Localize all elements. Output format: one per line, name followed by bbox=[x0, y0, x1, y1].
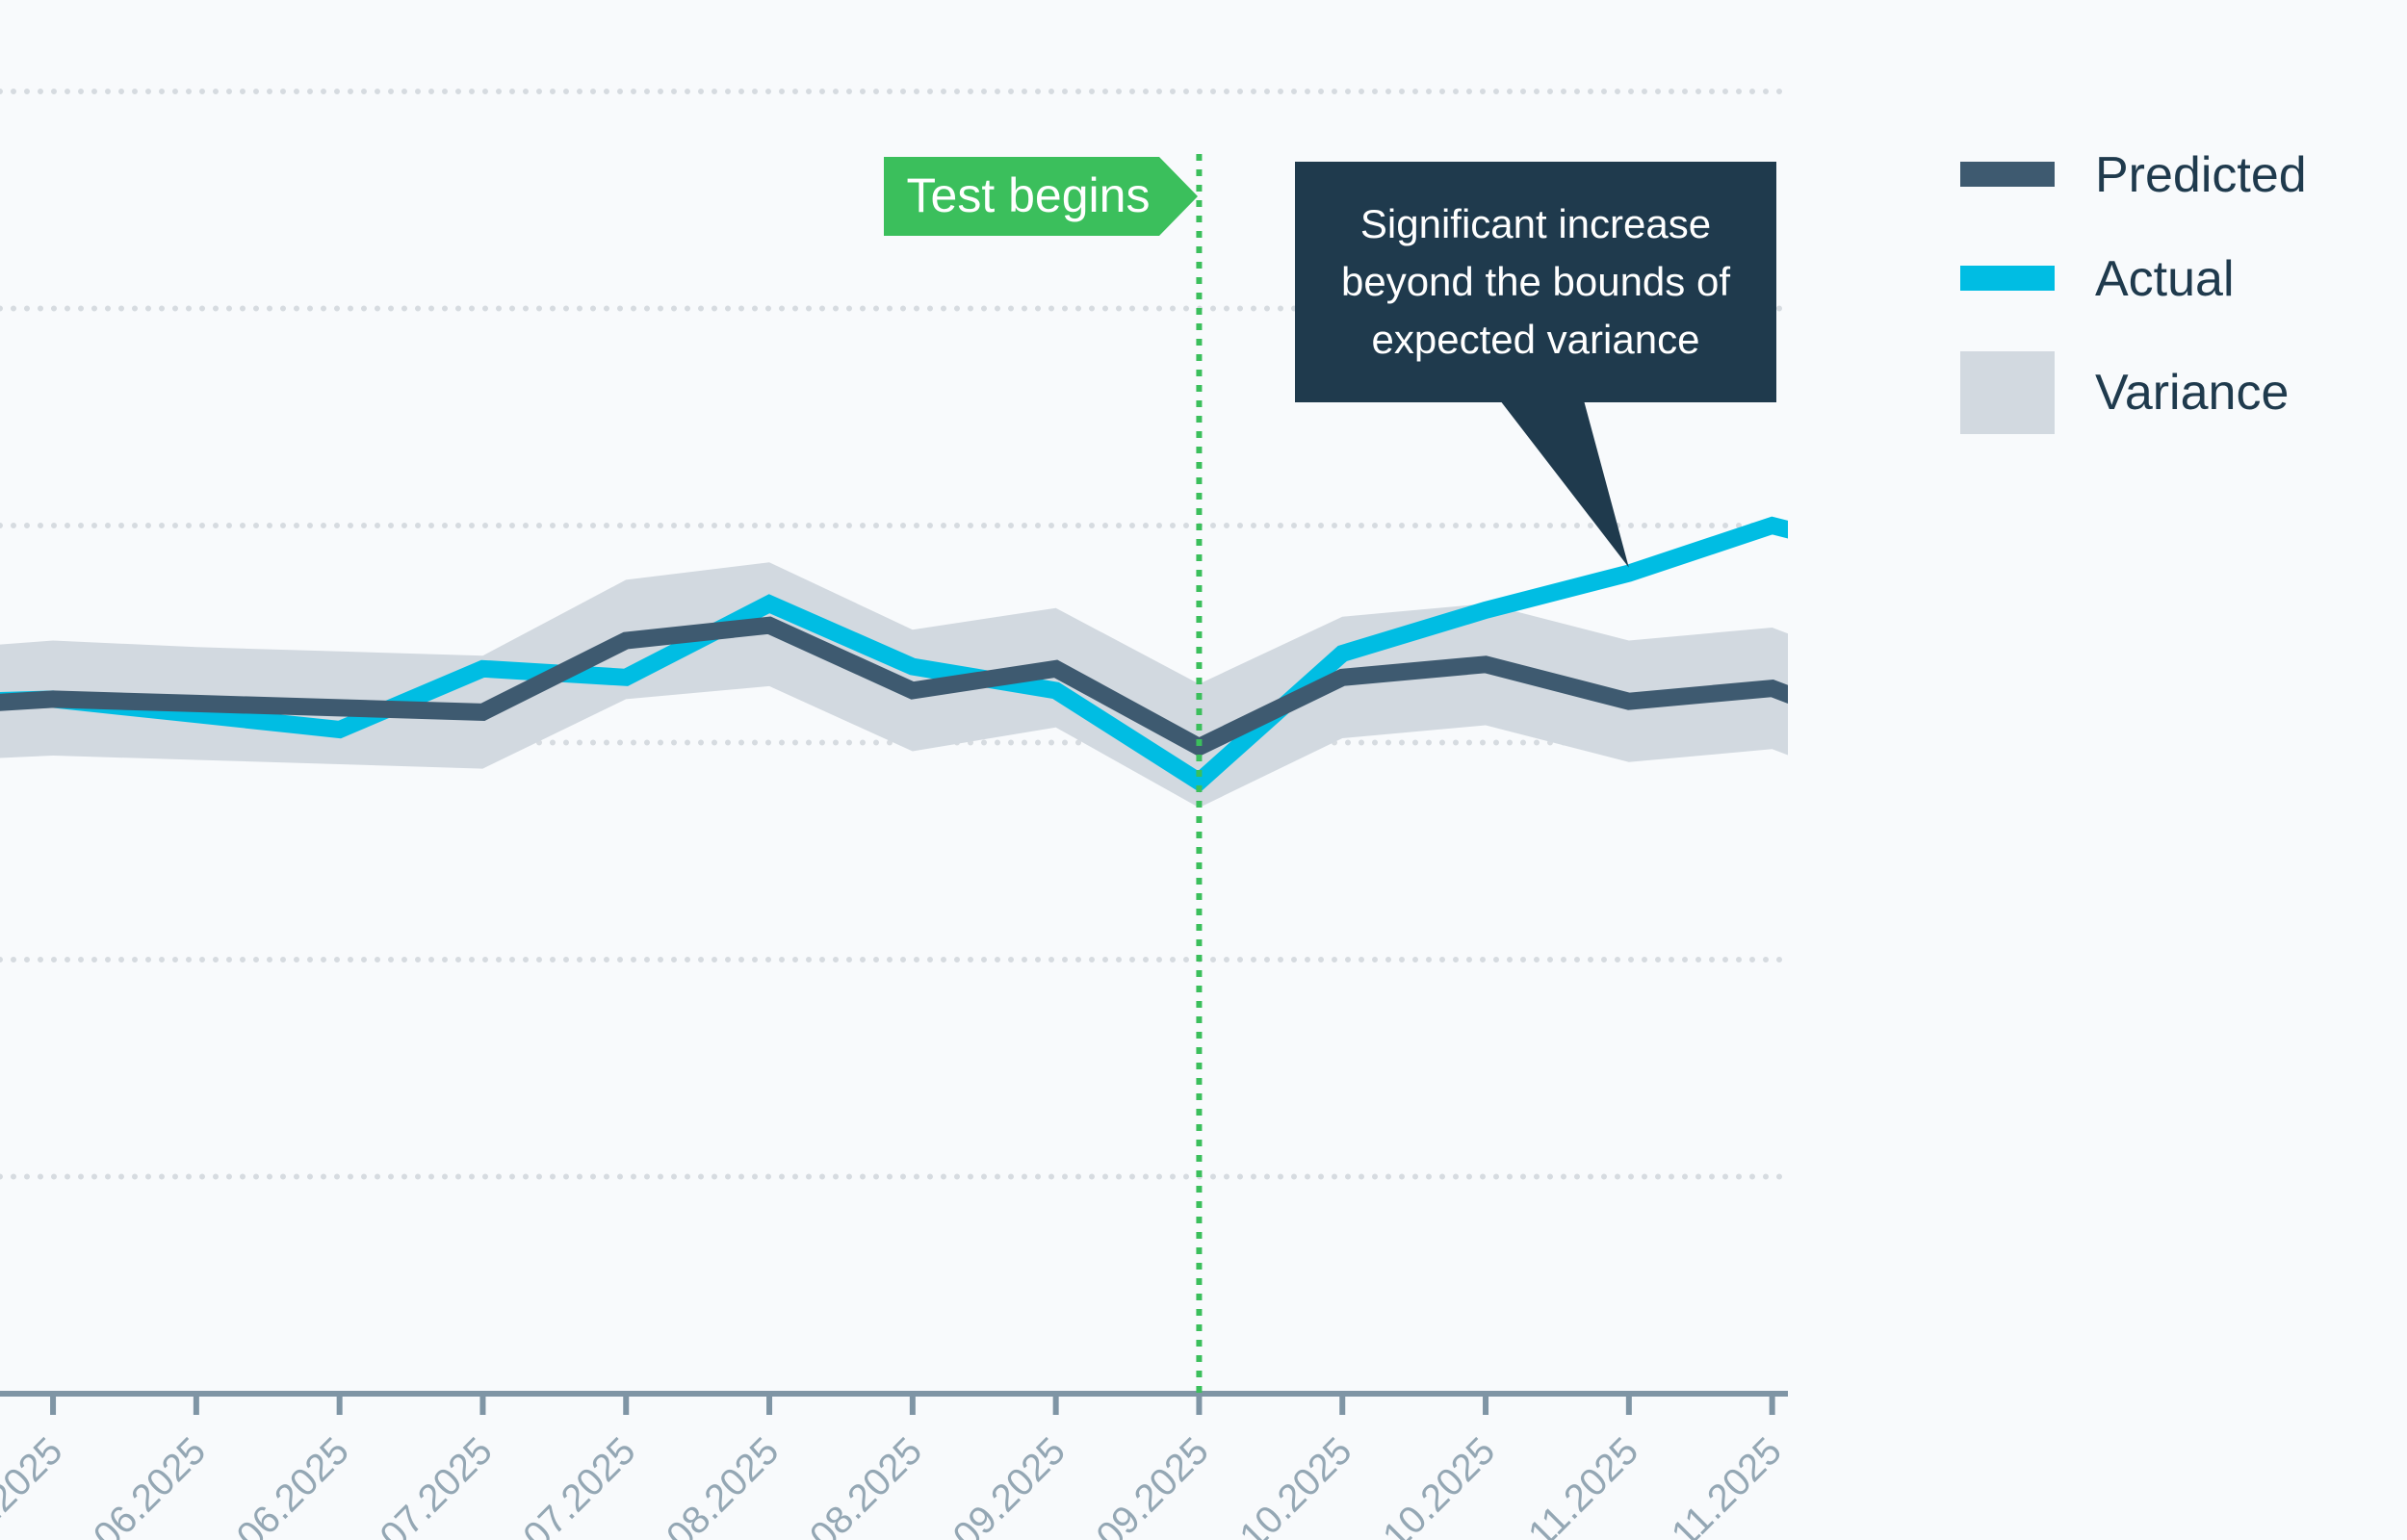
legend-label-variance: Variance bbox=[2095, 365, 2290, 421]
x-tick-label: 10.2025 bbox=[1231, 1429, 1359, 1540]
legend-swatch-actual bbox=[1960, 266, 2055, 291]
legend-item-actual: Actual bbox=[1960, 239, 2384, 325]
callout-pointer bbox=[1500, 400, 1629, 568]
legend-swatch-predicted bbox=[1960, 162, 2055, 187]
legend-label-predicted: Predicted bbox=[2095, 147, 2307, 203]
series-predicted-line bbox=[0, 616, 1788, 757]
series-actual-line bbox=[0, 516, 1788, 793]
callout-line-3: expected variance bbox=[1371, 317, 1700, 362]
legend-item-variance: Variance bbox=[1960, 351, 2384, 438]
x-tick-label: 08.2025 bbox=[802, 1429, 930, 1540]
x-tick-label: 11.2025 bbox=[1520, 1429, 1646, 1540]
x-tick-label: 06.2025 bbox=[229, 1429, 357, 1540]
x-tick-label: 08.2025 bbox=[659, 1429, 787, 1540]
legend-label-actual: Actual bbox=[2095, 251, 2235, 307]
test-begins-label: Test begins bbox=[907, 168, 1151, 222]
legend-item-predicted: Predicted bbox=[1960, 135, 2384, 221]
x-tick-label: 11.2025 bbox=[1664, 1429, 1790, 1540]
x-tick-label: 06.2025 bbox=[86, 1429, 214, 1540]
x-tick-label: 07.2025 bbox=[372, 1429, 500, 1540]
x-tick-label: 09.2025 bbox=[1088, 1429, 1216, 1540]
callout-box: Significant increase beyond the bounds o… bbox=[1295, 162, 1776, 402]
callout-line-1: Significant increase bbox=[1359, 201, 1712, 246]
callout-line-2: beyond the bounds of bbox=[1340, 259, 1730, 304]
legend-swatch-variance bbox=[1960, 351, 2055, 434]
x-tick-label: 07.2025 bbox=[515, 1429, 643, 1540]
test-begins-tag bbox=[884, 157, 1198, 236]
x-tick-label: 09.2025 bbox=[945, 1429, 1074, 1540]
x-tick-label: .2025 bbox=[0, 1429, 70, 1527]
x-tick-label: 10.2025 bbox=[1375, 1429, 1503, 1540]
